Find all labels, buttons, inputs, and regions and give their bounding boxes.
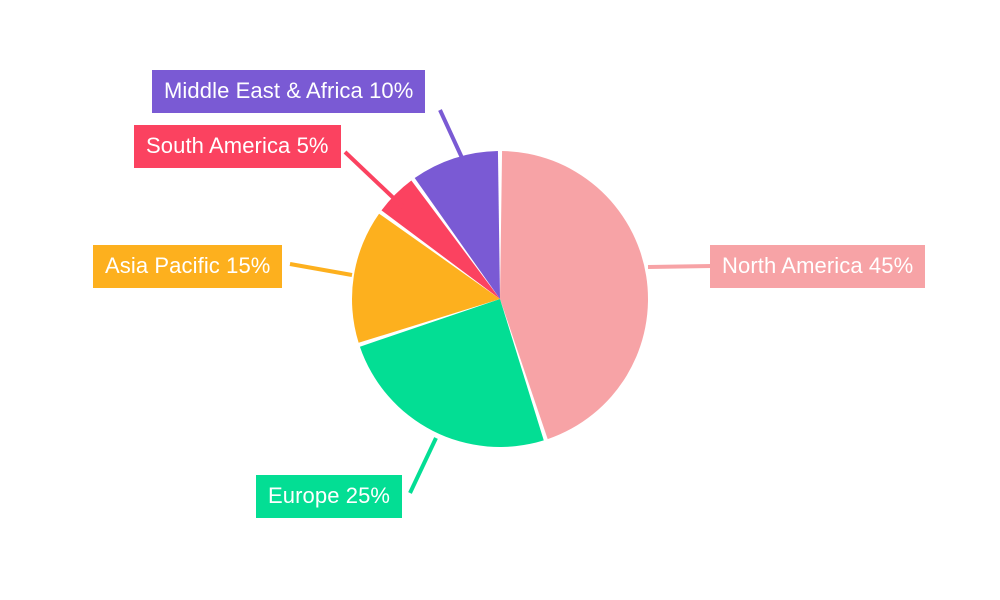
leader-lines-group — [289, 109, 713, 494]
slice-label-south-america[interactable]: South America 5% — [134, 125, 341, 168]
slice-label-asia-pacific[interactable]: Asia Pacific 15% — [93, 245, 283, 288]
leader-line-north-america — [647, 264, 713, 269]
slice-label-europe[interactable]: Europe 25% — [256, 475, 403, 518]
pie-slices-group — [352, 151, 649, 447]
pie-slice-middle-east-africa[interactable] — [414, 151, 500, 299]
leader-line-south-america — [343, 150, 406, 210]
pie-slice-north-america[interactable] — [500, 151, 649, 440]
slice-label-north-america[interactable]: North America 45% — [710, 245, 926, 288]
pie-slice-europe[interactable] — [359, 299, 544, 447]
leader-line-asia-pacific — [289, 262, 353, 277]
leader-line-middle-east-africa — [438, 109, 465, 161]
slice-label-middle-east-africa[interactable]: Middle East & Africa 10% — [152, 70, 426, 113]
pie-slice-south-america[interactable] — [381, 180, 500, 299]
pie-slice-asia-pacific[interactable] — [352, 213, 500, 343]
leader-line-europe — [408, 437, 438, 494]
